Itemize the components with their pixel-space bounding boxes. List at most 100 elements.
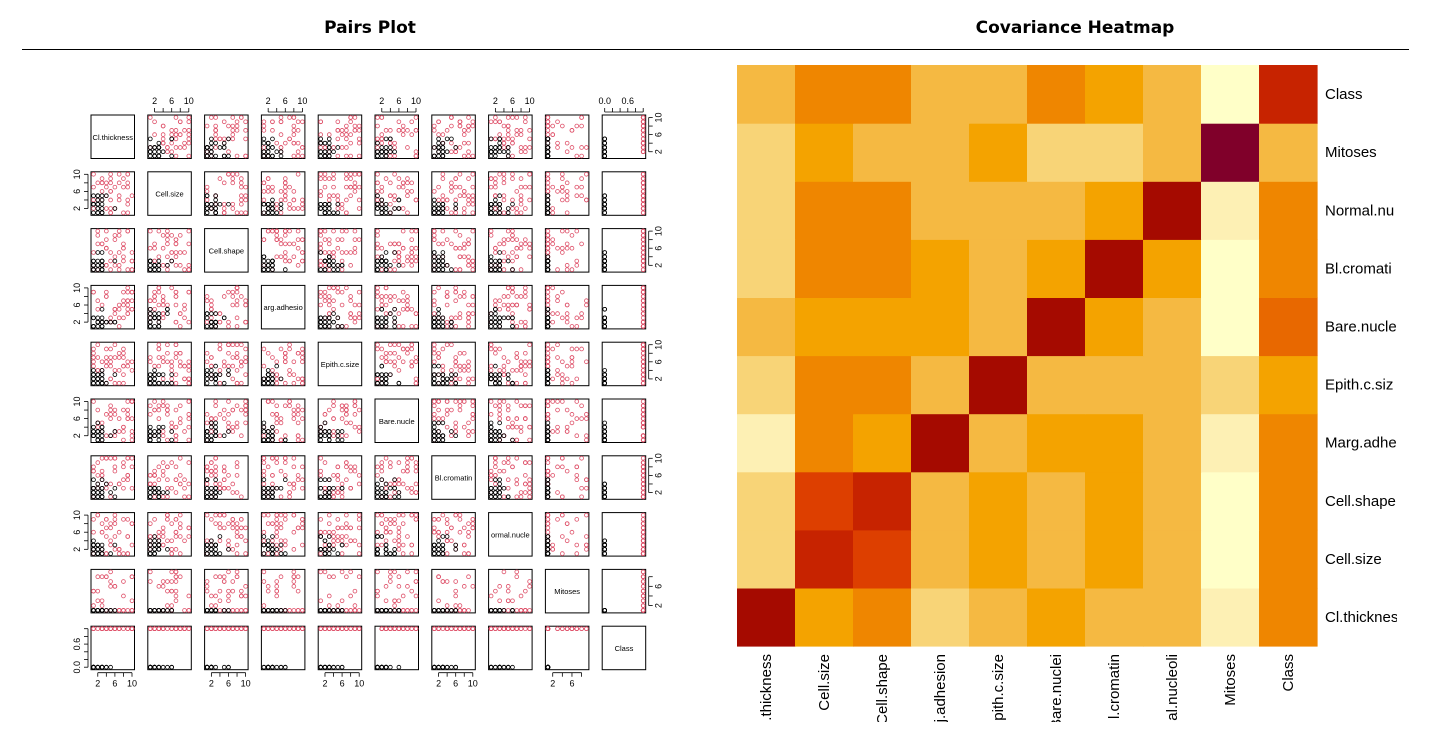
scatter-point xyxy=(112,433,118,439)
scatter-point xyxy=(104,245,109,251)
scatter-point xyxy=(239,197,244,203)
scatter-point xyxy=(356,128,362,133)
scatter-point xyxy=(518,403,524,409)
scatter-point xyxy=(413,311,419,316)
scatter-point xyxy=(569,267,575,272)
scatter-point xyxy=(230,132,236,137)
scatter-point xyxy=(335,289,341,295)
scatter-point xyxy=(121,355,126,360)
scatter-point xyxy=(169,258,174,264)
scatter-point xyxy=(331,542,336,548)
scatter-point xyxy=(125,306,131,312)
scatter-point xyxy=(431,346,437,352)
scatter-point xyxy=(497,136,502,142)
scatter-point xyxy=(453,424,458,430)
scatter-point xyxy=(436,407,441,413)
scatter-point xyxy=(278,197,284,203)
scatter-point xyxy=(640,424,646,430)
scatter-point xyxy=(230,517,236,522)
scatter-point xyxy=(602,263,607,268)
scatter-point xyxy=(270,547,275,552)
scatter-point xyxy=(148,412,153,417)
scatter-point xyxy=(560,551,565,556)
scatter-point xyxy=(265,437,271,443)
scatter-point xyxy=(379,355,385,360)
scatter-point xyxy=(527,477,532,482)
scatter-point xyxy=(444,136,450,142)
scatter-point xyxy=(352,237,358,242)
scatter-point xyxy=(640,319,646,325)
scatter-point xyxy=(493,490,498,495)
scatter-point xyxy=(560,250,565,255)
scatter-point xyxy=(339,433,345,439)
scatter-point xyxy=(375,136,380,142)
scatter-point xyxy=(488,420,494,426)
scatter-point xyxy=(375,494,380,500)
scatter-point xyxy=(488,254,494,260)
scatter-point xyxy=(348,193,353,198)
scatter-point xyxy=(388,464,393,470)
scatter-point xyxy=(295,412,301,417)
scatter-point xyxy=(91,201,96,207)
scatter-point xyxy=(518,201,524,207)
scatter-point xyxy=(545,376,551,382)
scatter-point xyxy=(574,263,580,268)
pairs-cell-frame xyxy=(488,341,533,387)
scatter-point xyxy=(356,315,362,321)
scatter-point xyxy=(112,184,118,190)
scatter-point xyxy=(152,324,157,329)
scatter-point xyxy=(497,380,502,386)
scatter-point xyxy=(545,473,551,478)
scatter-point xyxy=(108,359,113,365)
scatter-point xyxy=(108,250,113,255)
scatter-point xyxy=(602,197,607,203)
scatter-point xyxy=(375,201,380,207)
scatter-point xyxy=(287,372,292,377)
scatter-point xyxy=(99,455,105,461)
pairs-cell-5-7 xyxy=(488,398,533,443)
scatter-point xyxy=(527,363,532,369)
scatter-point xyxy=(291,254,297,260)
scatter-point xyxy=(545,289,551,295)
scatter-point xyxy=(295,172,301,177)
scatter-point xyxy=(339,289,345,295)
scatter-point xyxy=(331,145,336,150)
scatter-point xyxy=(640,176,646,181)
scatter-point xyxy=(466,128,471,133)
scatter-point xyxy=(379,149,385,155)
pairs-cell-5-6 xyxy=(431,398,476,443)
scatter-point xyxy=(261,254,267,260)
scatter-point xyxy=(213,547,218,552)
pairs-cell-frame xyxy=(431,398,476,443)
scatter-point xyxy=(108,481,113,487)
scatter-point xyxy=(104,525,109,531)
scatter-point xyxy=(104,517,109,522)
scatter-point xyxy=(440,380,446,386)
scatter-point xyxy=(209,145,214,150)
scatter-point xyxy=(148,551,153,556)
scatter-point xyxy=(400,306,406,312)
scatter-point xyxy=(213,324,218,329)
scatter-point xyxy=(527,302,532,308)
scatter-point xyxy=(545,285,551,291)
scatter-point xyxy=(400,346,406,352)
scatter-point xyxy=(388,180,393,186)
scatter-point xyxy=(335,237,341,242)
scatter-point xyxy=(388,263,393,268)
scatter-point xyxy=(173,424,179,430)
scatter-point xyxy=(497,346,502,352)
scatter-point xyxy=(152,538,157,544)
scatter-point xyxy=(331,490,336,495)
scatter-point xyxy=(91,324,96,329)
scatter-point xyxy=(108,267,113,272)
scatter-point xyxy=(523,184,528,190)
scatter-point xyxy=(579,115,584,120)
scatter-point xyxy=(545,241,551,247)
scatter-point xyxy=(560,123,565,129)
scatter-point xyxy=(121,464,126,470)
pairs-cell-3-1 xyxy=(147,284,192,330)
scatter-point xyxy=(501,123,507,129)
scatter-point xyxy=(112,263,118,268)
scatter-point xyxy=(466,433,471,439)
scatter-point xyxy=(152,363,157,369)
